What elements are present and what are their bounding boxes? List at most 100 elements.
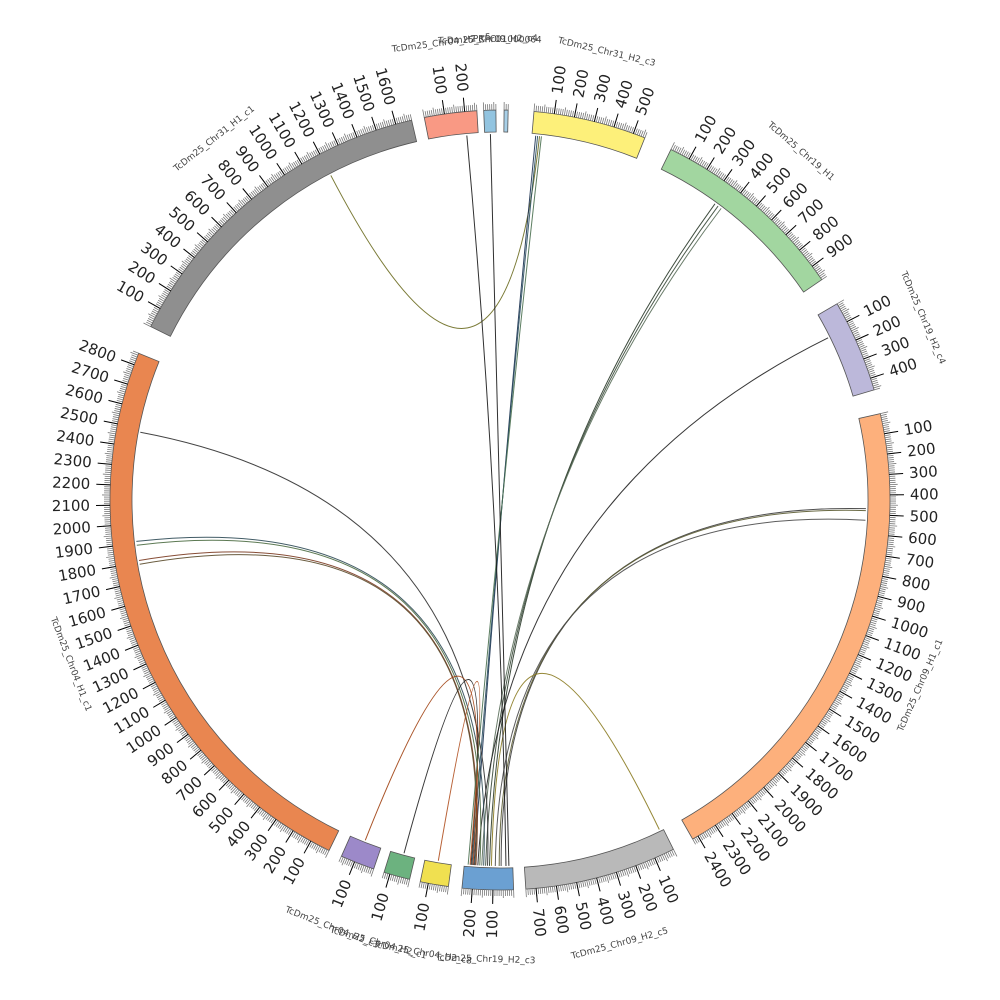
major-tick — [312, 141, 321, 155]
link-19 — [467, 136, 542, 865]
segment-tcdm25-chr04-h2-c1 — [383, 850, 416, 880]
major-tick — [706, 157, 715, 170]
link-10 — [490, 673, 660, 866]
major-tick — [101, 565, 116, 570]
major-tick — [111, 605, 125, 611]
minor-ticks-tcdm25-chr09-h1-c1 — [692, 411, 898, 845]
major-tick — [234, 793, 245, 805]
segment-tcdm25-chr04-h1-c1 — [109, 352, 340, 852]
major-tick — [108, 399, 123, 405]
tick-label: 2000 — [52, 518, 91, 538]
tick-label: 300 — [909, 462, 939, 482]
major-tick — [573, 103, 578, 118]
tick-label: 2600 — [63, 381, 104, 408]
segment-tcdm25-chr09-h2-c5 — [523, 829, 674, 890]
major-tick — [176, 733, 189, 744]
ticks-prfc01000064 — [503, 102, 509, 111]
tick-label: 2300 — [53, 450, 93, 471]
link-17 — [403, 679, 479, 865]
link-4 — [330, 136, 541, 329]
segment-tcdm25-chr19-h2-c4 — [817, 303, 875, 397]
segment-tcdm25-chr04-h2-c3 — [340, 835, 382, 870]
tick-label: 1900 — [54, 540, 94, 562]
major-tick — [855, 333, 869, 341]
major-tick — [857, 654, 872, 661]
tick-label: 700 — [904, 550, 935, 572]
major-tick — [817, 725, 830, 735]
major-tick — [877, 595, 892, 601]
major-tick — [872, 615, 886, 621]
segment-tcdm25-chr04-h2-c8 — [419, 859, 452, 888]
tick-label: 1800 — [57, 561, 98, 585]
tick-label: 100 — [548, 64, 570, 95]
minor-ticks-tcdm25-chr04-h2-c5 — [422, 102, 478, 118]
major-tick — [785, 224, 797, 236]
major-tick — [756, 195, 766, 207]
major-tick — [218, 779, 230, 791]
ticks-tcdm25-chr04-h1-c1: 1002003004005006007008009001000110012001… — [52, 336, 330, 888]
major-tick — [153, 699, 166, 708]
tick-label: 500 — [909, 507, 938, 526]
major-tick — [98, 545, 113, 549]
segment-name-tcdm25-chr09-h2-c4: TcDm25_Chr09_H2_c4 — [437, 34, 538, 47]
major-tick — [688, 146, 697, 160]
major-tick — [158, 283, 172, 292]
major-tick — [555, 885, 559, 900]
link-20 — [489, 134, 510, 866]
tick-label: 100 — [410, 901, 433, 932]
major-tick — [203, 765, 215, 776]
tick-label: 300 — [614, 889, 640, 922]
segment-name-prfc01000064: PRFC01000064 — [473, 35, 542, 46]
major-tick — [849, 672, 863, 680]
tick-label: 2500 — [59, 404, 100, 429]
major-tick — [267, 819, 277, 832]
major-tick — [884, 430, 899, 435]
major-tick — [105, 586, 120, 591]
major-tick — [371, 116, 377, 131]
segment-name-tcdm25-chr19-h2-c3: TcDm25_Chr19_H2_c3 — [434, 953, 535, 966]
major-tick — [887, 451, 902, 455]
major-tick — [470, 888, 473, 904]
major-tick — [635, 865, 642, 879]
major-tick — [196, 232, 208, 243]
major-tick — [882, 575, 897, 580]
segment-tcdm25-chr09-h2-c4 — [483, 109, 497, 133]
major-tick — [294, 151, 303, 165]
link-21 — [466, 135, 507, 866]
tick-label: 400 — [910, 485, 939, 503]
tick-label: 200 — [451, 62, 472, 92]
ticks-tcdm25-chr09-h1-c1: 1002003004005006007008009001000110012001… — [692, 411, 939, 891]
ticks-tcdm25-chr04-h2-c8: 100 — [410, 881, 449, 933]
tick-label: 500 — [572, 900, 595, 932]
major-tick — [763, 786, 774, 798]
tick-label: 2400 — [55, 427, 95, 450]
segment-tcdm25-chr19-h2-c3 — [461, 865, 515, 891]
major-tick — [103, 420, 118, 425]
segment-name-tcdm25-chr31-h2-c3: TcDm25_Chr31_H2_c3 — [556, 36, 656, 69]
major-tick — [100, 441, 115, 445]
tick-label: 100 — [483, 910, 502, 939]
major-tick — [799, 240, 811, 251]
major-tick — [348, 861, 355, 876]
major-tick — [391, 110, 397, 125]
tick-label: 200 — [460, 908, 480, 938]
major-tick — [863, 353, 877, 360]
major-tick — [120, 359, 135, 366]
tick-label: 600 — [907, 529, 937, 550]
major-tick — [331, 132, 339, 146]
major-tick — [117, 625, 132, 631]
minor-ticks-tcdm25-chr04-h1-c1 — [102, 350, 330, 858]
tick-label: 200 — [569, 68, 592, 100]
major-tick — [865, 635, 879, 641]
tick-label: 500 — [632, 85, 659, 118]
major-tick — [731, 813, 741, 825]
tick-label: 100 — [903, 417, 934, 440]
link-2 — [481, 208, 722, 866]
major-tick — [576, 882, 580, 897]
tick-label: 100 — [429, 65, 451, 96]
minor-ticks-tcdm25-chr19-h1 — [670, 142, 827, 280]
tick-label: 400 — [887, 354, 920, 380]
ticks-tcdm25-chr04-h2-c1: 100 — [368, 872, 411, 923]
